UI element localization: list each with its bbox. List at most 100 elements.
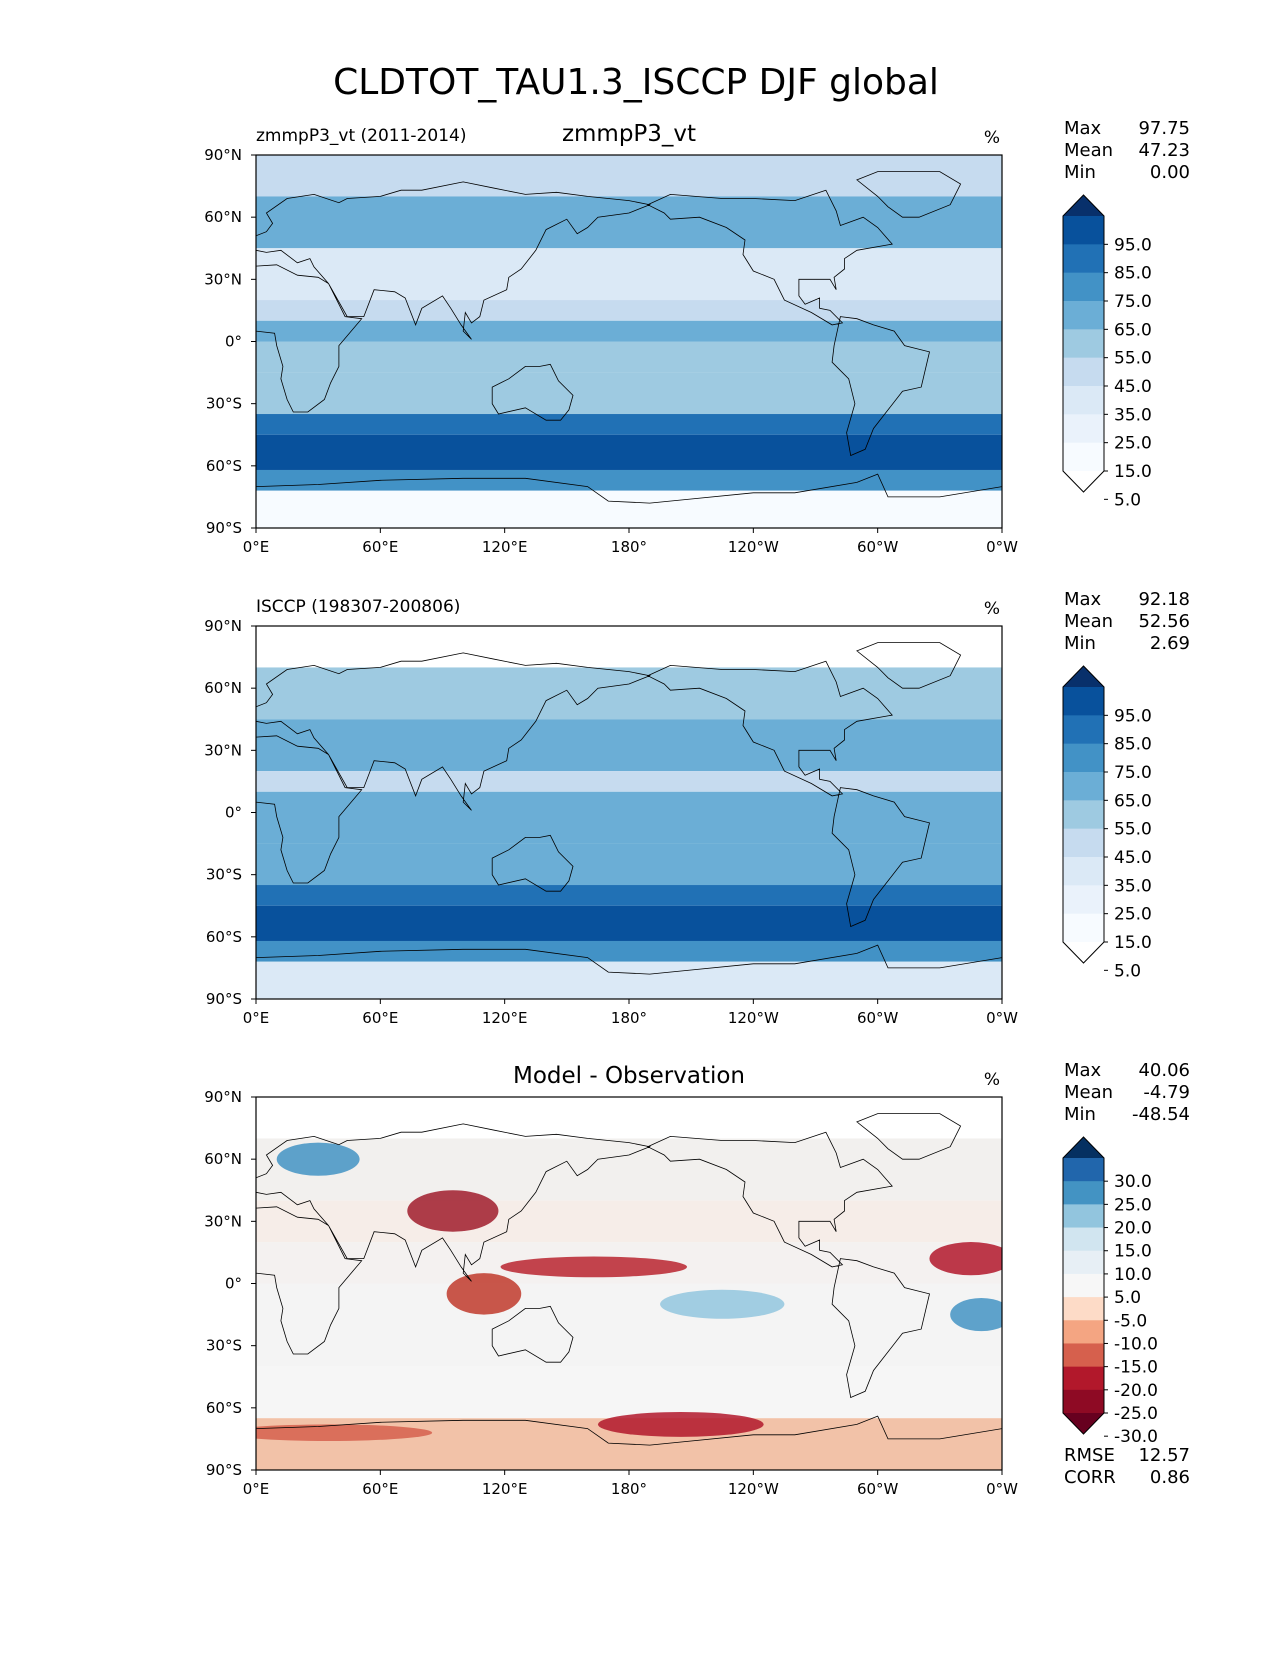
stat-value: 47.23 [1138,140,1190,161]
panel-left-label: zmmpP3_vt (2011-2014) [256,126,466,146]
colorbar-swatch [1063,800,1104,830]
colorbar-label: 75.0 [1114,292,1152,312]
lon-tick-label: 60°W [857,1480,899,1498]
stat-label: Mean [1064,140,1113,161]
field-band [256,885,1002,906]
field-band [256,843,1002,886]
coastline [256,171,1002,528]
field-band [256,155,1002,197]
lat-tick-label: 60°S [206,457,242,475]
lat-tick-label: 30°S [206,866,242,884]
lon-tick-label: 120°E [482,538,528,556]
lon-tick-label: 120°W [728,1009,779,1027]
colorbar-swatch [1063,329,1104,359]
colorbar-swatch [1063,715,1104,745]
map-panel-1: 90°N 60°N 30°N 0° 30°S 60°S 90°S0°E 60°E 120°E 18… [204,118,1190,556]
lon-tick-label: 180° [611,538,647,556]
lon-tick-label: 60°E [362,538,398,556]
colorbar-label: 35.0 [1114,405,1152,425]
lon-tick-label: 180° [611,1009,647,1027]
colorbar-swatch [1063,1250,1104,1275]
field-band [256,791,1002,813]
colorbar-swatch [1063,1204,1104,1229]
colorbar: 95.0 85.0 75.0 65.0 55.0 45.0 35.0 25.0 15.0 5.0 [1062,665,1152,981]
field-band [256,196,1002,249]
colorbar-label: 15.0 [1114,462,1152,482]
colorbar-label: 85.0 [1114,264,1152,284]
lat-tick-label: 30°N [204,741,242,759]
stat-label: Max [1064,589,1102,610]
colorbar-swatch [1063,244,1104,274]
figure-title: CLDTOT_TAU1.3_ISCCP DJF global [333,62,939,103]
colorbar-swatch [1063,1273,1104,1298]
colorbar-label: 85.0 [1114,735,1152,755]
colorbar-label: 95.0 [1114,706,1152,726]
colorbar-label: 20.0 [1114,1219,1152,1239]
lat-tick-label: 30°N [204,270,242,288]
lat-tick-label: 90°N [204,617,242,635]
lon-tick-label: 60°W [857,538,899,556]
field-band [256,1366,1002,1419]
colorbar-label: 55.0 [1114,349,1152,369]
colorbar-extend-min [1063,1413,1104,1434]
colorbar-label: 45.0 [1114,848,1152,868]
lon-tick-label: 0°W [986,1009,1018,1027]
colorbar-swatch [1063,216,1104,245]
colorbar-label: 45.0 [1114,377,1152,397]
colorbar-extend-max [1063,1137,1104,1158]
footer-stat-label: CORR [1064,1467,1116,1488]
footer-stat-value: 12.57 [1138,1445,1190,1466]
lon-tick-label: 120°W [728,1480,779,1498]
stat-label: Mean [1064,611,1113,632]
lon-tick-label: 0°E [243,538,270,556]
stat-label: Min [1064,162,1096,183]
colorbar-swatch [1063,272,1104,302]
field-anomaly [407,1190,499,1232]
colorbar-swatch [1063,885,1104,915]
lon-tick-label: 120°E [482,1009,528,1027]
field-anomaly [446,1273,522,1315]
field-anomaly [256,1424,433,1441]
colorbar-label: -5.0 [1114,1311,1147,1331]
stat-value: -4.79 [1143,1082,1190,1103]
field-anomaly [597,1411,764,1437]
colorbar: 30.0 25.0 20.0 15.0 10.0 5.0 -5.0 -10.0 -15.0 -20… [1062,1136,1158,1447]
lon-tick-label: 120°W [728,538,779,556]
colorbar-swatch [1063,772,1104,801]
field-anomaly [929,1242,1002,1276]
colorbar-label: 30.0 [1114,1172,1152,1192]
colorbar-swatch [1063,687,1104,716]
stat-value: 2.69 [1150,633,1190,654]
colorbar-swatch [1063,442,1104,472]
stat-label: Mean [1064,1082,1113,1103]
colorbar-swatch [1063,1389,1104,1414]
stat-label: Max [1064,1060,1102,1081]
panel-units: % [984,128,1000,148]
colorbar-label: 75.0 [1114,763,1152,783]
lat-tick-label: 60°N [204,1150,242,1168]
colorbar-label: 65.0 [1114,320,1152,340]
colorbar-swatch [1063,1297,1104,1321]
field-anomaly [660,1289,785,1319]
panel-center-label: zmmpP3_vt [562,121,696,147]
field-band [256,248,1002,301]
field-band [256,341,1002,373]
panel-units: % [984,1070,1000,1090]
colorbar-extend-max [1063,666,1104,687]
map-field [256,155,1002,528]
colorbar-label: -10.0 [1114,1334,1158,1354]
lat-tick-label: 60°S [206,1399,242,1417]
colorbar-swatch [1063,913,1104,943]
field-band [256,1283,1002,1367]
colorbar-swatch [1063,1320,1104,1344]
lon-tick-label: 0°E [243,1480,270,1498]
lon-tick-label: 60°E [362,1480,398,1498]
colorbar-swatch [1063,1181,1104,1205]
stat-value: 52.56 [1138,611,1190,632]
stat-label: Min [1064,1104,1096,1125]
footer-stat-value: 0.86 [1150,1467,1190,1488]
colorbar-label: 25.0 [1114,905,1152,925]
field-band [256,1138,1002,1201]
field-band [256,372,1002,415]
